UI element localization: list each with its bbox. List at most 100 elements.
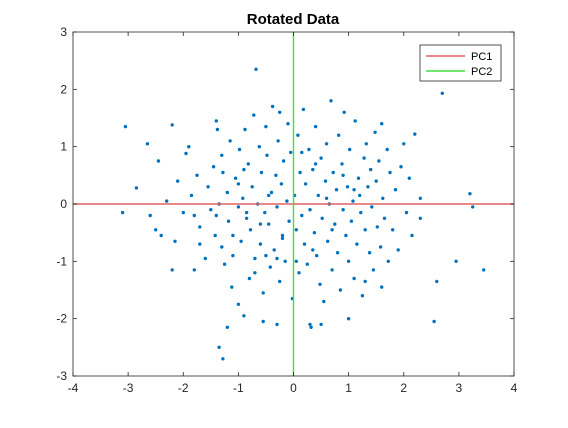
data-point: [373, 130, 377, 134]
legend-box: [419, 44, 502, 82]
data-point: [294, 228, 298, 232]
data-point: [344, 233, 348, 238]
data-point: [274, 173, 278, 177]
data-point: [334, 188, 339, 192]
x-tick-label: -3: [123, 381, 134, 395]
data-point: [258, 242, 263, 246]
data-point: [385, 147, 389, 152]
data-point: [267, 193, 271, 198]
x-tick-label: 2: [400, 381, 407, 395]
data-point: [393, 188, 398, 192]
data-point: [322, 299, 326, 304]
data-point: [396, 248, 400, 252]
data-point: [209, 208, 213, 212]
data-point: [309, 325, 313, 329]
data-point: [296, 133, 300, 137]
y-tick-label: 0: [60, 197, 67, 211]
data-point: [468, 192, 472, 196]
data-point: [331, 170, 335, 175]
y-tick-label: -1: [56, 254, 67, 268]
data-point: [241, 196, 245, 200]
data-point: [134, 186, 139, 190]
data-point: [248, 228, 253, 232]
data-point: [206, 185, 210, 189]
data-point: [308, 208, 312, 212]
data-point: [319, 322, 323, 327]
data-point: [278, 110, 282, 115]
x-tick-label: -2: [178, 381, 189, 395]
data-point: [270, 104, 275, 109]
data-point: [236, 182, 241, 186]
data-point: [300, 150, 304, 155]
data-point: [247, 276, 252, 281]
data-point: [236, 302, 241, 306]
data-point: [367, 251, 372, 255]
data-point: [363, 279, 367, 284]
scatter-points: [120, 67, 486, 361]
data-point: [324, 142, 329, 146]
data-point: [214, 213, 218, 218]
data-point: [252, 113, 256, 117]
data-point: [221, 357, 225, 361]
data-point: [313, 124, 318, 129]
data-point: [359, 210, 363, 215]
data-point: [329, 99, 333, 103]
data-point: [324, 196, 329, 200]
data-point: [285, 199, 289, 203]
data-point: [226, 219, 231, 223]
x-tick-label: -1: [233, 381, 244, 395]
x-tick-label: 4: [511, 381, 518, 395]
data-point: [440, 91, 444, 96]
y-tick-label: 1: [60, 140, 67, 154]
data-point: [358, 193, 362, 198]
data-point: [410, 233, 414, 238]
data-point: [170, 123, 174, 127]
data-point: [281, 159, 286, 163]
data-point: [355, 242, 359, 246]
data-point: [253, 256, 257, 261]
data-point: [217, 345, 221, 349]
data-point: [391, 228, 395, 232]
data-point: [348, 147, 352, 152]
data-point: [283, 259, 287, 263]
data-point: [220, 245, 224, 249]
data-point: [257, 145, 261, 149]
data-point: [346, 259, 351, 263]
data-point: [381, 196, 385, 200]
data-point: [198, 225, 202, 229]
data-point: [246, 162, 250, 166]
data-point: [320, 216, 324, 220]
data-point: [435, 279, 439, 284]
x-tick-label: -4: [68, 381, 79, 395]
data-point: [244, 210, 249, 215]
data-point: [316, 193, 320, 198]
data-point: [341, 208, 345, 212]
data-point: [402, 142, 406, 146]
legend-pc2-label: PC2: [471, 66, 492, 78]
x-axis-ticks: -4 -3 -2 -1 0 1 2 3 4: [68, 32, 518, 395]
data-point: [250, 185, 254, 189]
data-point: [215, 127, 220, 132]
data-point: [268, 265, 272, 269]
data-point: [404, 210, 409, 215]
data-point: [228, 139, 232, 143]
data-point: [192, 213, 196, 218]
data-point: [311, 248, 315, 252]
data-point: [233, 176, 238, 180]
data-point: [230, 285, 234, 289]
data-point: [363, 228, 367, 232]
data-point: [319, 156, 323, 160]
data-point: [349, 219, 354, 223]
data-point: [298, 170, 302, 175]
data-point: [243, 127, 247, 132]
data-point: [231, 233, 235, 238]
data-point: [279, 182, 284, 186]
data-point: [380, 122, 384, 126]
data-point: [242, 167, 246, 172]
data-point: [236, 205, 241, 209]
data-point: [307, 147, 311, 152]
y-tick-label: 3: [60, 25, 67, 39]
data-point: [187, 145, 191, 149]
